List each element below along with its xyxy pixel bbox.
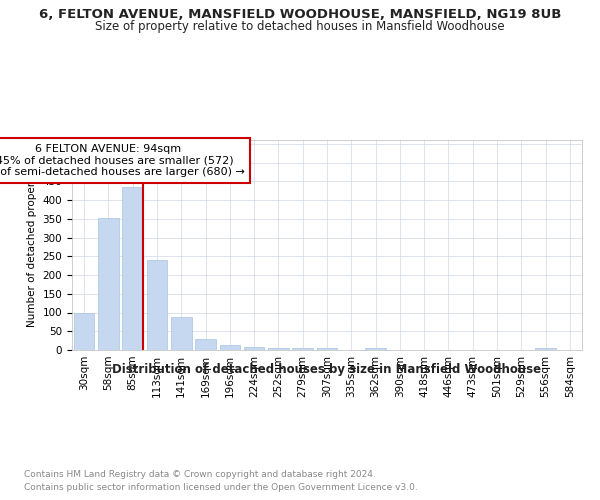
Bar	[195, 339, 216, 350]
Text: Contains public sector information licensed under the Open Government Licence v3: Contains public sector information licen…	[24, 482, 418, 492]
Text: 6, FELTON AVENUE, MANSFIELD WOODHOUSE, MANSFIELD, NG19 8UB: 6, FELTON AVENUE, MANSFIELD WOODHOUSE, M…	[39, 8, 561, 20]
Text: 6 FELTON AVENUE: 94sqm
← 45% of detached houses are smaller (572)
54% of semi-de: 6 FELTON AVENUE: 94sqm ← 45% of detached…	[0, 144, 245, 177]
Bar	[220, 345, 240, 350]
Bar	[171, 317, 191, 350]
Bar	[244, 347, 265, 350]
Bar	[535, 348, 556, 350]
Text: Distribution of detached houses by size in Mansfield Woodhouse: Distribution of detached houses by size …	[112, 362, 542, 376]
Text: Contains HM Land Registry data © Crown copyright and database right 2024.: Contains HM Land Registry data © Crown c…	[24, 470, 376, 479]
Y-axis label: Number of detached properties: Number of detached properties	[27, 163, 37, 327]
Bar	[122, 187, 143, 350]
Text: Size of property relative to detached houses in Mansfield Woodhouse: Size of property relative to detached ho…	[95, 20, 505, 33]
Bar	[268, 348, 289, 350]
Bar	[74, 312, 94, 350]
Bar	[317, 348, 337, 350]
Bar	[365, 348, 386, 350]
Bar	[146, 260, 167, 350]
Bar	[292, 348, 313, 350]
Bar	[98, 218, 119, 350]
